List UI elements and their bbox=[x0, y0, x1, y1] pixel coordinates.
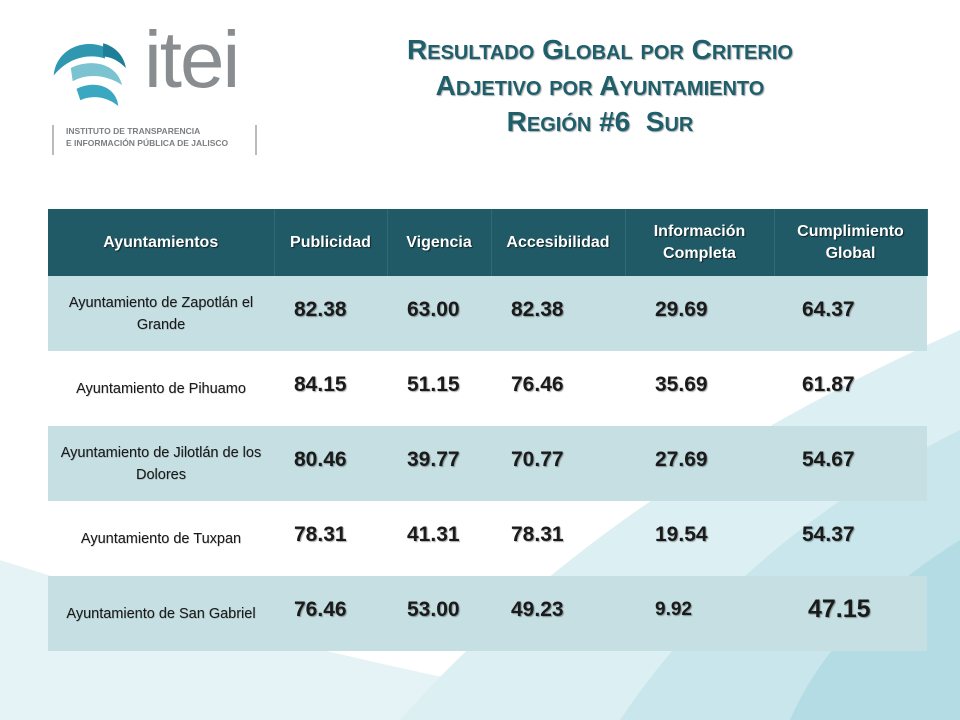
header-accesibilidad: Accesibilidad bbox=[491, 209, 626, 276]
header-ayuntamientos: Ayuntamientos bbox=[48, 209, 275, 276]
table-row: Ayuntamiento de Pihuamo 84.15 51.15 76.4… bbox=[48, 351, 927, 426]
row-name: Ayuntamiento de Tuxpan bbox=[48, 501, 274, 576]
value-cumplimiento-global: 54.37 bbox=[802, 522, 855, 546]
value-accesibilidad: 76.46 bbox=[511, 372, 564, 396]
table-header-row: Ayuntamientos Publicidad Vigencia Accesi… bbox=[48, 209, 928, 276]
title-line3: Región #6 Sur bbox=[506, 106, 694, 137]
value-cumplimiento-global: 61.87 bbox=[802, 372, 855, 396]
page-title: Resultado Global por Criterio Adjetivo p… bbox=[300, 32, 900, 140]
value-cumplimiento-global: 47.15 bbox=[774, 576, 927, 651]
logo-subtitle-line1: INSTITUTO DE TRANSPARENCIA bbox=[66, 126, 201, 136]
logo-subtitle-line2: E INFORMACIÓN PÚBLICA DE JALISCO bbox=[66, 138, 229, 148]
value-informacion-completa: 19.54 bbox=[655, 522, 708, 546]
value-publicidad: 76.46 bbox=[274, 576, 387, 651]
title-line1: Resultado Global por Criterio bbox=[407, 34, 793, 65]
row-name: Ayuntamiento de Zapotlán el Grande bbox=[48, 276, 274, 351]
value-publicidad: 80.46 bbox=[274, 426, 387, 501]
table-row: Ayuntamiento de San Gabriel 76.46 53.00 … bbox=[48, 576, 927, 651]
table-row: Ayuntamiento de Tuxpan 78.31 41.31 78.31… bbox=[48, 501, 927, 576]
row-name: Ayuntamiento de San Gabriel bbox=[48, 576, 274, 651]
value-publicidad: 82.38 bbox=[274, 276, 387, 351]
value-vigencia: 41.31 bbox=[407, 522, 460, 546]
header-cumplimiento-global: Cumplimiento Global bbox=[774, 209, 928, 276]
header-vigencia: Vigencia bbox=[387, 209, 492, 276]
value-accesibilidad: 49.23 bbox=[491, 576, 625, 651]
itei-logo-mark-icon bbox=[53, 43, 126, 106]
row-name: Ayuntamiento de Jilotlán de los Dolores bbox=[48, 426, 274, 501]
value-cumplimiento-global: 64.37 bbox=[774, 276, 927, 351]
value-informacion-completa: 29.69 bbox=[625, 276, 774, 351]
value-publicidad: 78.31 bbox=[294, 522, 347, 546]
row-name-text: Ayuntamiento de Zapotlán el Grande bbox=[68, 294, 254, 333]
value-publicidad: 84.15 bbox=[294, 372, 347, 396]
table-row: Ayuntamiento de Zapotlán el Grande 82.38… bbox=[48, 276, 927, 351]
value-vigencia: 51.15 bbox=[407, 372, 460, 396]
itei-logo: itei INSTITUTO DE TRANSPARENCIA E INFORM… bbox=[48, 20, 268, 158]
header-informacion-completa-label: Información Completa bbox=[653, 222, 746, 262]
row-name-text: Ayuntamiento de San Gabriel bbox=[66, 605, 256, 622]
logo-wordmark: itei bbox=[144, 15, 240, 104]
value-vigencia: 39.77 bbox=[387, 426, 491, 501]
value-accesibilidad: 78.31 bbox=[511, 522, 564, 546]
header-cumplimiento-global-label: Cumplimiento Global bbox=[797, 222, 904, 262]
value-informacion-completa: 9.92 bbox=[625, 576, 774, 651]
value-accesibilidad: 82.38 bbox=[491, 276, 625, 351]
row-name-text: Ayuntamiento de Tuxpan bbox=[80, 530, 242, 547]
header-informacion-completa: Información Completa bbox=[625, 209, 775, 276]
row-name: Ayuntamiento de Pihuamo bbox=[48, 351, 274, 426]
title-line2: Adjetivo por Ayuntamiento bbox=[435, 70, 765, 101]
value-vigencia: 53.00 bbox=[387, 576, 491, 651]
value-cumplimiento-global: 54.67 bbox=[774, 426, 927, 501]
results-table: Ayuntamientos Publicidad Vigencia Accesi… bbox=[48, 209, 928, 651]
row-name-text: Ayuntamiento de Pihuamo bbox=[76, 380, 246, 397]
value-informacion-completa: 35.69 bbox=[655, 372, 708, 396]
value-vigencia: 63.00 bbox=[387, 276, 491, 351]
table-row: Ayuntamiento de Jilotlán de los Dolores … bbox=[48, 426, 927, 501]
header-publicidad: Publicidad bbox=[274, 209, 388, 276]
value-informacion-completa: 27.69 bbox=[625, 426, 774, 501]
logo-subtitle: INSTITUTO DE TRANSPARENCIA E INFORMACIÓN… bbox=[52, 125, 257, 155]
value-accesibilidad: 70.77 bbox=[491, 426, 625, 501]
row-name-text: Ayuntamiento de Jilotlán de los Dolores bbox=[60, 444, 262, 483]
